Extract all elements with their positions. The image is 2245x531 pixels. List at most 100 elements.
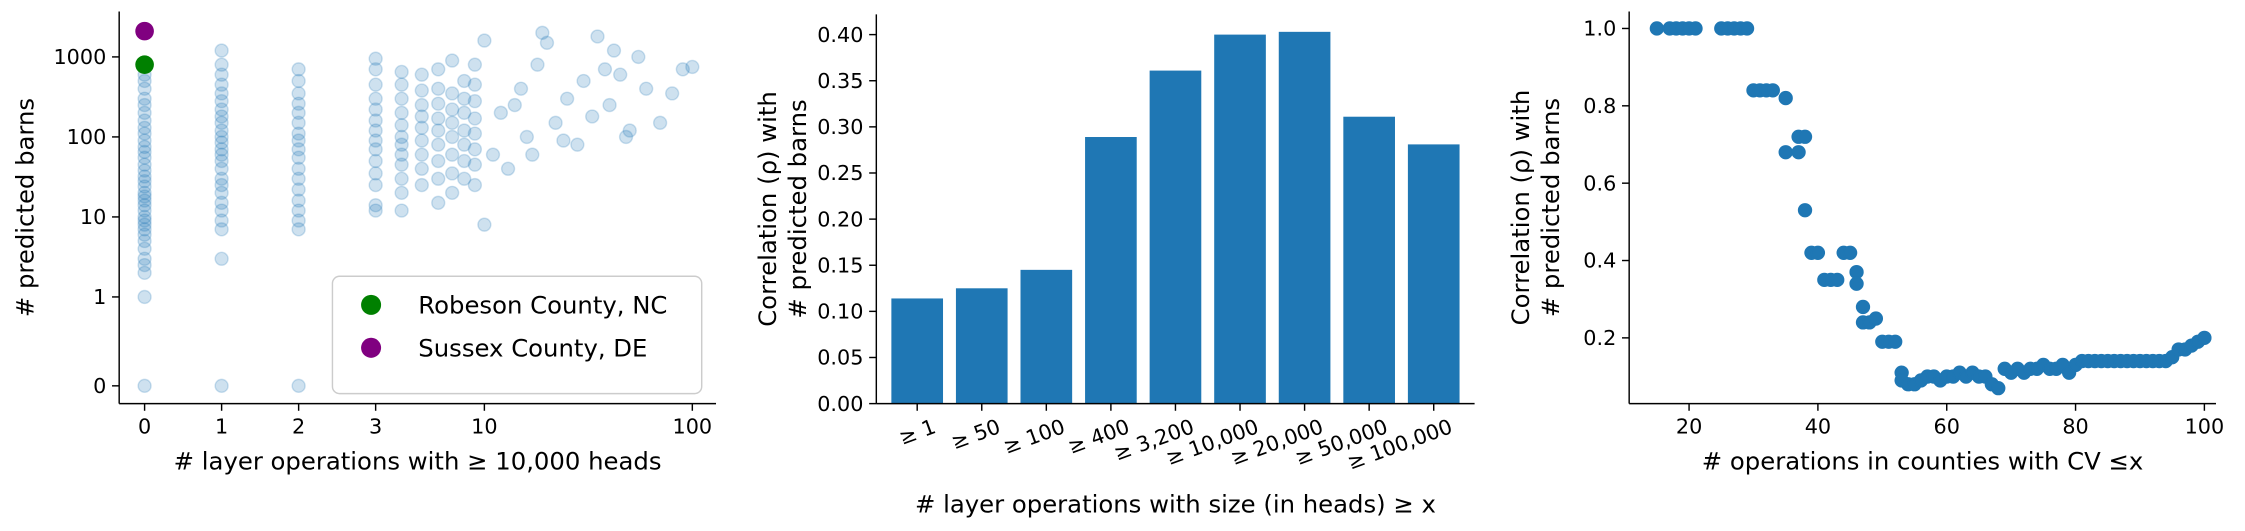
point [368, 203, 383, 218]
bar [1149, 70, 1202, 404]
point [618, 129, 634, 145]
point [137, 203, 152, 218]
point [445, 102, 460, 117]
point [137, 233, 152, 249]
point [368, 198, 383, 213]
point [214, 195, 229, 210]
point [137, 120, 152, 135]
point [477, 33, 492, 48]
y-tick-label: 0.8 [1583, 94, 1616, 118]
point [137, 113, 152, 128]
point [137, 144, 152, 160]
point [1739, 21, 1755, 36]
point [368, 77, 383, 92]
y-tick-label: 0.25 [817, 161, 863, 185]
x-tick-label: 20 [1676, 415, 1702, 439]
point [685, 59, 700, 75]
point [445, 86, 460, 101]
point [2197, 330, 2212, 346]
point [394, 129, 409, 145]
point [1888, 334, 1903, 349]
point [576, 73, 591, 89]
point [394, 77, 409, 92]
point [467, 142, 483, 157]
point [414, 161, 429, 176]
point [431, 96, 446, 111]
point [467, 111, 483, 126]
point [606, 43, 622, 58]
point [137, 179, 152, 194]
point [214, 129, 229, 145]
point [394, 157, 409, 172]
point [1765, 83, 1780, 98]
point [394, 105, 409, 120]
x-tick-label: ≥ 1 [896, 414, 939, 449]
y-tick-label: 0.10 [817, 300, 863, 324]
point [500, 161, 516, 176]
point [467, 177, 483, 193]
point [135, 55, 154, 74]
point [214, 123, 229, 138]
point [291, 213, 306, 228]
point [291, 378, 306, 393]
point [445, 53, 460, 68]
point [445, 185, 460, 201]
panel: 0.2 0.4 0.6 0.8 1.0 Correlation (ρ) with # pre… [1506, 11, 2224, 475]
point [457, 105, 472, 120]
point [431, 62, 446, 77]
point [368, 153, 383, 169]
bar [1085, 137, 1137, 404]
point [414, 177, 429, 193]
point [214, 185, 229, 201]
point [394, 185, 409, 201]
point [291, 115, 306, 130]
point [291, 182, 306, 197]
point [394, 91, 409, 106]
point [1778, 145, 1793, 160]
y-tick-label: 10 [80, 205, 106, 229]
y-tick-label: 1.0 [1583, 17, 1616, 41]
point [291, 150, 306, 165]
point [291, 222, 306, 237]
point [1797, 129, 1813, 144]
point [291, 96, 306, 111]
x-tick-label: 10 [471, 415, 497, 439]
point [291, 62, 306, 77]
point [445, 166, 460, 181]
point [622, 123, 637, 138]
point [214, 57, 229, 72]
point [368, 166, 383, 181]
y-axis-label: # predicted barns [10, 98, 39, 317]
point [368, 51, 383, 66]
bar [1343, 116, 1395, 404]
point [137, 227, 152, 242]
point [137, 257, 152, 273]
panel: 0.00 0.05 0.10 0.15 0.20 0.25 0.30 0.35 0.40 Corr… [753, 14, 1475, 518]
point [137, 185, 152, 201]
point [457, 137, 472, 152]
point [431, 81, 446, 96]
point [137, 150, 152, 165]
point [1849, 276, 1864, 291]
point [137, 169, 152, 184]
point [1991, 380, 2006, 396]
point [445, 129, 460, 145]
point [137, 173, 152, 189]
point [394, 147, 409, 162]
point [665, 86, 680, 101]
y-tick-label: 0.4 [1583, 249, 1616, 273]
point [445, 115, 460, 130]
x-tick-label: ≥ 100 [1000, 414, 1068, 458]
point [445, 147, 460, 162]
point [291, 133, 306, 148]
point [467, 93, 483, 109]
point [457, 73, 472, 89]
point [137, 126, 152, 141]
point [137, 105, 152, 120]
x-tick-label: 100 [673, 415, 713, 439]
point [530, 57, 545, 72]
point [431, 123, 446, 138]
point [1688, 21, 1703, 36]
point [414, 67, 429, 82]
point [548, 115, 563, 130]
